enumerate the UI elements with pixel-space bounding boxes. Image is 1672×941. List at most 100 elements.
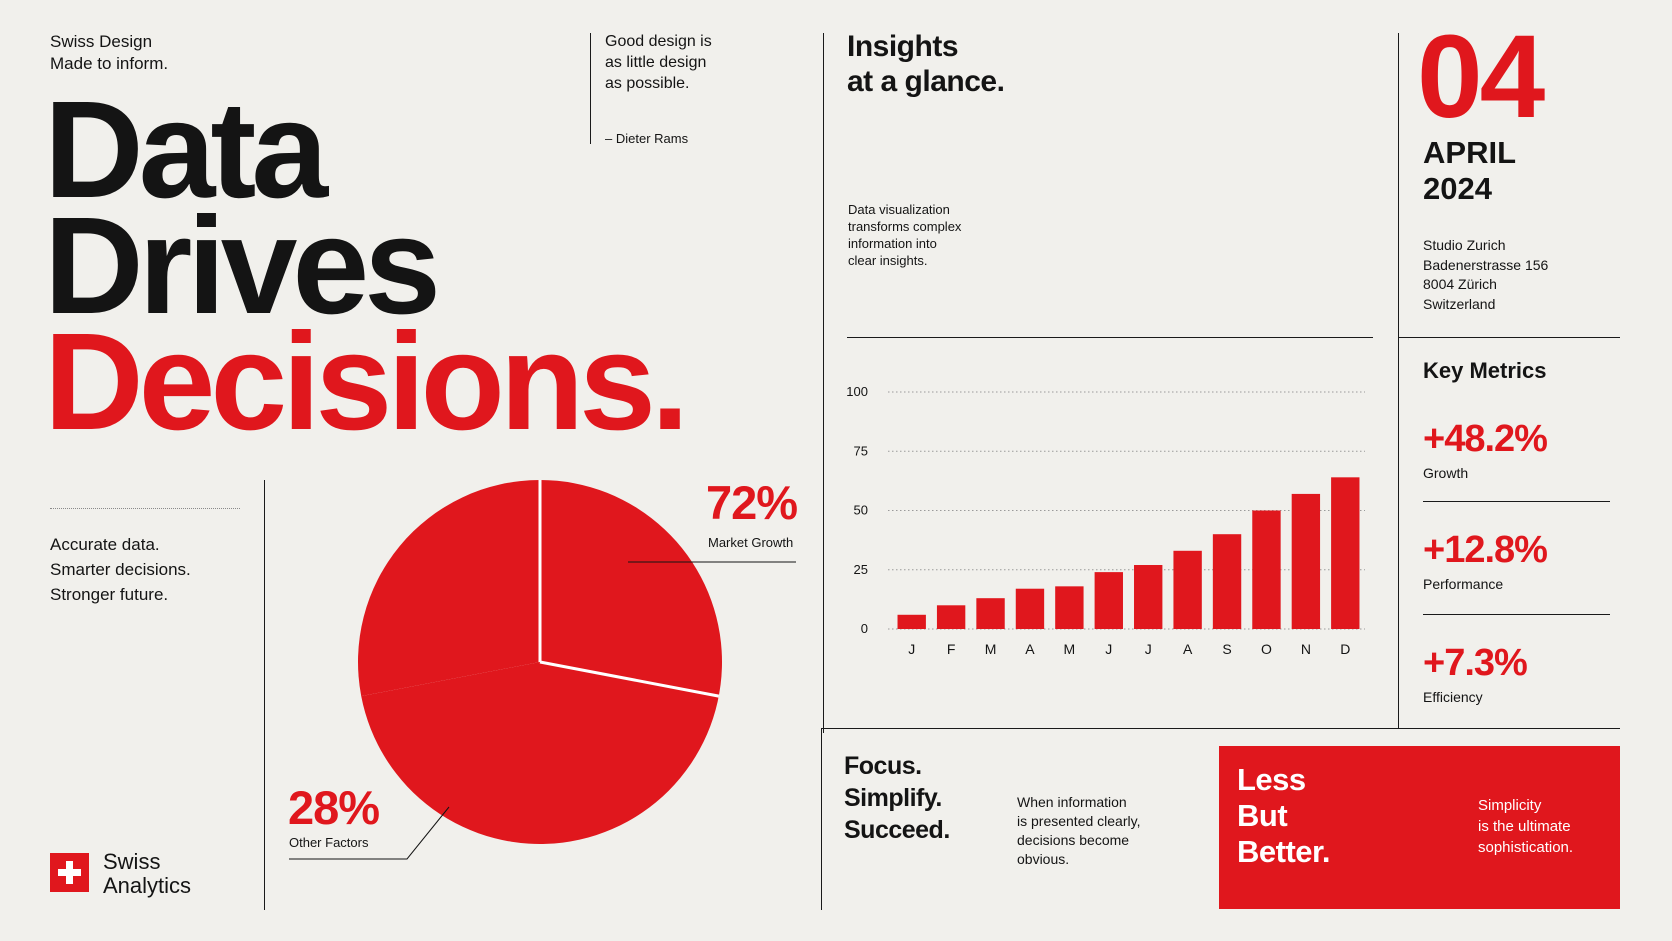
- divider-bottom-left: [821, 728, 822, 910]
- address-line-2: Badenerstrasse 156: [1423, 256, 1549, 273]
- divider-bottom: [821, 728, 1620, 729]
- quote-line-3: as possible.: [605, 75, 690, 92]
- bar-3: [1015, 588, 1045, 629]
- date-day: 04: [1417, 11, 1545, 143]
- bar-x-label: N: [1301, 641, 1311, 657]
- metric-performance-label: Performance: [1423, 576, 1504, 592]
- brand-line-2: Made to inform.: [50, 54, 169, 73]
- address-line-3: 8004 Zürich: [1423, 276, 1497, 292]
- bar-1: [936, 605, 966, 629]
- address: Studio Zurich Badenerstrasse 156 8004 Zü…: [1423, 236, 1548, 314]
- bar-x-label: D: [1340, 641, 1350, 657]
- insights-desc-line-2: transforms complex: [848, 219, 962, 234]
- quote: Good design is as little design as possi…: [605, 31, 712, 94]
- insights-title-line-1: Insights: [847, 30, 959, 63]
- bar-x-label: A: [1183, 641, 1193, 657]
- pie-other-leader: [289, 806, 450, 860]
- bar-y-tick-label: 0: [861, 621, 868, 636]
- focus-statement: Focus. Simplify. Succeed.: [844, 750, 950, 846]
- swiss-cross-logo-icon: [50, 853, 89, 892]
- address-line-1: Studio Zurich: [1423, 237, 1506, 253]
- bar-x-label: M: [985, 641, 997, 657]
- divider-metric-1: [1423, 501, 1610, 502]
- divider-chart-top: [847, 337, 1373, 338]
- metric-efficiency-value: +7.3%: [1423, 642, 1528, 684]
- bar-4: [1055, 586, 1084, 629]
- metric-efficiency-label: Efficiency: [1423, 689, 1483, 705]
- focus-line-3: Succeed.: [844, 816, 950, 844]
- insights-title: Insights at a glance.: [847, 29, 1005, 99]
- motto-note-line-3: sophistication.: [1478, 839, 1574, 856]
- brand-tagline: Swiss Design Made to inform.: [50, 31, 168, 75]
- brand-line-1: Swiss Design: [50, 32, 153, 51]
- focus-note-line-3: decisions become: [1017, 832, 1130, 848]
- motto-panel: Less But Better. Simplicity is the ultim…: [1219, 746, 1620, 909]
- bar-8: [1212, 534, 1242, 629]
- motto-line-2: But: [1237, 798, 1288, 833]
- bar-x-label: F: [947, 641, 956, 657]
- headline: Data Drives Decisions.: [44, 73, 689, 459]
- logo-line-1: Swiss: [103, 849, 161, 874]
- bar-x-label: O: [1261, 641, 1272, 657]
- insights-desc-line-4: clear insights.: [848, 253, 928, 268]
- bar-y-tick-label: 75: [854, 443, 868, 458]
- bar-y-tick-label: 100: [846, 384, 868, 399]
- quote-author: – Dieter Rams: [605, 131, 689, 146]
- insights-desc-line-1: Data visualization: [848, 202, 950, 217]
- divider-insights: [823, 33, 824, 733]
- insights-desc-line-3: information into: [848, 236, 937, 251]
- insights-description: Data visualization transforms complex in…: [848, 201, 961, 269]
- divider-metrics-top: [1398, 337, 1620, 338]
- bar-2: [976, 598, 1005, 629]
- pie-slice-label-other-factors: Other Factors: [289, 835, 369, 850]
- metric-growth-value: +48.2%: [1423, 418, 1548, 460]
- bar-chart: 0 25 50 75 100 J F M A M J J A S O N D: [846, 384, 1365, 657]
- motto-line-1: Less: [1237, 762, 1306, 797]
- headline-line-1: Data: [44, 73, 328, 227]
- bar-9: [1252, 510, 1281, 629]
- headline-line-3: Decisions.: [44, 305, 689, 459]
- divider-metric-2: [1423, 614, 1610, 615]
- motto-line-3: Better.: [1237, 834, 1330, 869]
- focus-note-line-4: obvious.: [1017, 851, 1070, 867]
- bar-x-label: J: [908, 641, 915, 657]
- bar-y-tick-label: 50: [854, 503, 868, 518]
- bar-y-tick-label: 25: [854, 562, 868, 577]
- insights-title-line-2: at a glance.: [847, 65, 1005, 98]
- divider-right: [1398, 33, 1399, 728]
- logo-wordmark: Swiss Analytics: [103, 850, 191, 898]
- quote-line-1: Good design is: [605, 33, 712, 50]
- quote-line-2: as little design: [605, 54, 707, 71]
- tagline-line-3: Stronger future.: [50, 585, 169, 604]
- quote-divider: [590, 33, 591, 144]
- focus-line-2: Simplify.: [844, 784, 942, 812]
- bar-grid: 0 25 50 75 100: [846, 384, 1365, 636]
- bar-5: [1094, 572, 1123, 629]
- bar-x-label: S: [1222, 641, 1231, 657]
- metric-growth-label: Growth: [1423, 465, 1469, 481]
- bar-x-label: J: [1105, 641, 1112, 657]
- bar-x-label: J: [1145, 641, 1152, 657]
- divider-left: [264, 480, 265, 910]
- pie-slices: [358, 480, 722, 844]
- logo-line-2: Analytics: [103, 873, 192, 898]
- divider-tagline: [50, 508, 240, 509]
- metric-performance-value: +12.8%: [1423, 529, 1548, 571]
- pie-separator: [539, 660, 720, 698]
- date-year: 2024: [1423, 171, 1492, 206]
- focus-note-line-1: When information: [1017, 794, 1127, 810]
- address-line-4: Switzerland: [1423, 295, 1496, 312]
- bar-10: [1291, 493, 1321, 629]
- bar-11: [1331, 477, 1360, 629]
- focus-line-1: Focus.: [844, 752, 922, 780]
- motto-note-line-1: Simplicity: [1478, 797, 1542, 814]
- bar-6: [1134, 565, 1163, 629]
- tagline-line-1: Accurate data.: [50, 535, 160, 554]
- bar-x-label: A: [1025, 641, 1035, 657]
- date-month: APRIL: [1423, 135, 1516, 170]
- tagline: Accurate data. Smarter decisions. Strong…: [50, 532, 191, 607]
- pie-slice-other-factors: [358, 480, 540, 697]
- metrics-title: Key Metrics: [1423, 358, 1547, 383]
